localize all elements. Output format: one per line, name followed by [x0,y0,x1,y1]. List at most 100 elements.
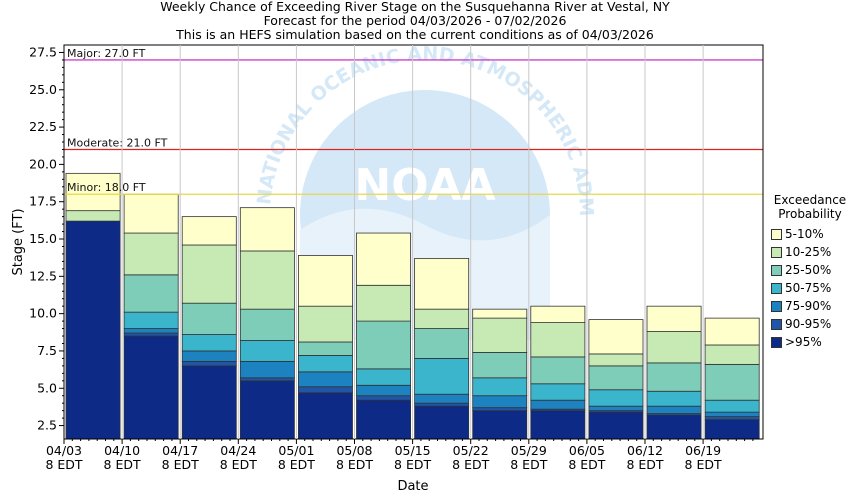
legend-swatch [771,318,782,330]
x-tick-date-label: 05/08 [336,443,372,458]
y-tick-label: 7.5 [37,343,57,358]
bar-segment-25-50-week-04-24 [239,308,295,341]
x-tick-tz-label: 8 EDT [452,457,489,472]
bar-segment-25-50-week-05-29 [530,356,586,385]
bar-segment-10-25-week-04-24 [239,250,295,310]
x-tick-date-label: 05/22 [453,443,489,458]
x-tick-tz-label: 8 EDT [162,457,199,472]
bar-segment-95-week-04-24 [239,380,295,440]
bar-segment-50-75-week-05-29 [530,383,586,401]
bar-segment-5-10-week-04-24 [239,207,295,252]
y-tick-label: 10.0 [29,306,57,321]
y-tick-label: 15.0 [29,231,57,246]
bar-segment-75-90-week-06-05 [588,405,644,412]
x-tick-tz-label: 8 EDT [220,457,257,472]
y-tick-label: 17.5 [29,194,57,209]
bar-segment-10-25-week-05-01 [297,305,353,343]
noaa-logo-text: NOAA [354,160,495,211]
bar-segment-75-90-week-05-29 [530,399,586,410]
bar-segment-5-10-week-04-03 [65,172,121,212]
legend-item: 75-90% [771,297,849,315]
bar-segment-50-75-week-06-12 [646,390,702,407]
bar-segment-95-week-05-01 [297,392,353,440]
x-tick-tz-label: 8 EDT [45,457,82,472]
bar-segment-25-50-week-05-08 [356,320,411,370]
bar-segment-10-25-week-04-10 [123,232,179,276]
legend-swatch [771,300,782,312]
legend-swatch [771,282,782,294]
bar-segment-90-95-week-04-10 [123,332,179,337]
bar-segment-10-25-week-06-05 [588,353,644,367]
bar-segment-10-25-week-06-19 [704,344,760,365]
bar-segment-95-week-06-19 [704,419,760,440]
x-tick-tz-label: 8 EDT [394,457,431,472]
bar-segment-50-75-week-05-15 [414,358,470,395]
y-tick-label: 5.0 [37,380,57,395]
bar-segment-95-week-05-15 [414,405,470,440]
x-tick-date-label: 06/05 [569,443,605,458]
bar-segment-25-50-week-06-12 [646,362,702,392]
bar-segment-75-90-week-06-19 [704,411,760,418]
y-tick-label: 22.5 [29,119,57,134]
bar-segment-10-25-week-04-17 [181,244,237,304]
legend-item: 90-95% [771,315,849,333]
flood-label-minor: Minor: 18.0 FT [67,181,146,194]
bar-segment-75-90-week-05-08 [356,384,411,397]
chart-title: Weekly Chance of Exceeding River Stage o… [160,0,670,14]
bar-segment-25-50-week-04-17 [181,302,237,335]
x-tick-date-label: 06/12 [627,443,663,458]
bar-segment-10-25-week-05-22 [472,317,528,353]
legend-item: >95% [771,333,849,351]
bar-segment-90-95-week-05-15 [414,402,470,407]
bars-group [65,172,760,440]
bar-segment-95-week-06-12 [646,414,702,440]
x-tick-tz-label: 8 EDT [568,457,605,472]
legend-label: 25-50% [785,263,832,277]
legend-item: 50-75% [771,279,849,297]
bar-segment-50-75-week-06-05 [588,389,644,407]
legend-item: 10-25% [771,243,849,261]
legend-swatch [771,246,782,258]
bar-segment-95-week-05-08 [356,399,411,440]
plot-frame [63,44,764,440]
x-tick-date-label: 05/15 [395,443,431,458]
legend-label: 5-10% [785,227,824,241]
bar-segment-25-50-week-06-19 [704,363,760,401]
bar-segment-90-95-week-06-19 [704,416,760,420]
legend-label: 50-75% [785,281,832,295]
y-tick-label: 27.5 [29,44,57,59]
bar-segment-95-week-04-10 [123,335,179,440]
legend-title-line1: Exceedance [773,193,847,207]
x-tick-date-label: 06/19 [685,443,721,458]
x-tick-tz-label: 8 EDT [626,457,663,472]
bar-segment-5-10-week-04-10 [123,193,179,234]
bar-segment-90-95-week-04-24 [239,377,295,382]
bar-segment-10-25-week-05-08 [356,284,411,322]
bar-segment-75-90-week-05-22 [472,395,528,409]
bar-segment-95-week-04-17 [181,365,237,440]
bar-segment-75-90-week-05-01 [297,371,353,388]
bar-segment-5-10-week-05-22 [472,308,528,319]
x-tick-date-label: 04/24 [220,443,256,458]
bar-segment-25-50-week-04-10 [123,274,179,313]
x-tick-date-label: 04/03 [46,443,82,458]
x-tick-date-label: 05/01 [278,443,314,458]
bar-segment-5-10-week-05-08 [356,232,411,286]
bar-segment-25-50-week-06-05 [588,365,644,391]
bar-segment-10-25-week-05-29 [530,322,586,358]
bar-segment-5-10-week-05-01 [297,255,353,307]
bar-segment-75-90-week-05-15 [414,393,470,404]
x-tick-tz-label: 8 EDT [510,457,547,472]
bar-segment-5-10-week-04-17 [181,216,237,246]
y-tick-label: 20.0 [29,156,57,171]
y-tick-label: 12.5 [29,268,57,283]
bar-segment-5-10-week-06-12 [646,305,702,332]
bar-segment-90-95-week-05-22 [472,407,528,412]
bar-segment-50-75-week-05-22 [472,377,528,397]
flood-label-major: Major: 27.0 FT [67,47,146,60]
bar-segment-90-95-week-05-01 [297,386,353,394]
bar-segment-10-25-week-04-03 [65,210,121,222]
bar-segment-50-75-week-04-24 [239,340,295,362]
bar-segment-50-75-week-05-08 [356,368,411,386]
